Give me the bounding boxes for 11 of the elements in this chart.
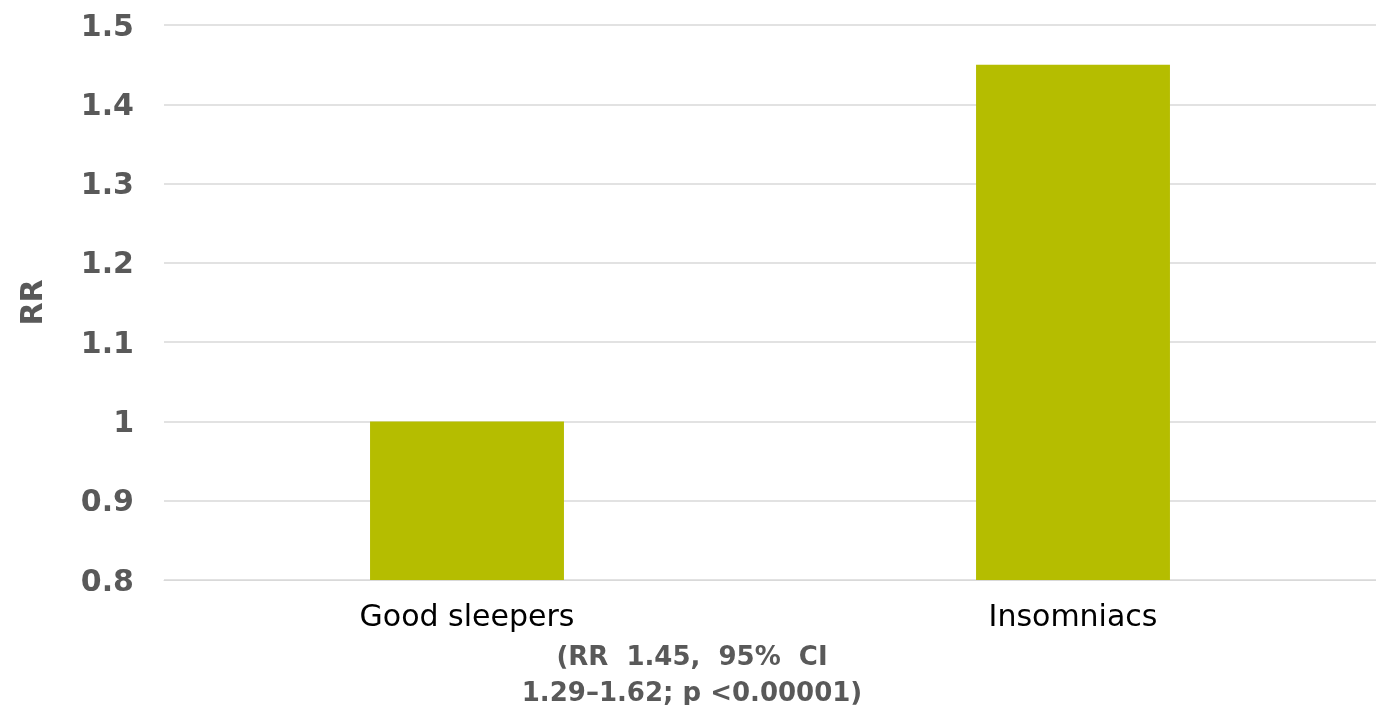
y-tick-label: 1.1 xyxy=(80,324,134,360)
y-tick-label: 1.5 xyxy=(80,7,134,43)
y-tick-label: 1.3 xyxy=(80,166,134,202)
x-tick-label: Good sleepers xyxy=(359,597,575,633)
y-axis-title: RR xyxy=(13,279,49,326)
y-tick-label: 1.4 xyxy=(80,86,134,122)
x-tick-label: Insomniacs xyxy=(988,597,1158,633)
y-tick-label: 0.8 xyxy=(80,562,134,598)
y-tick-label: 1 xyxy=(113,403,134,439)
y-tick-label: 1.2 xyxy=(80,245,134,281)
y-tick-label: 0.9 xyxy=(80,483,134,519)
